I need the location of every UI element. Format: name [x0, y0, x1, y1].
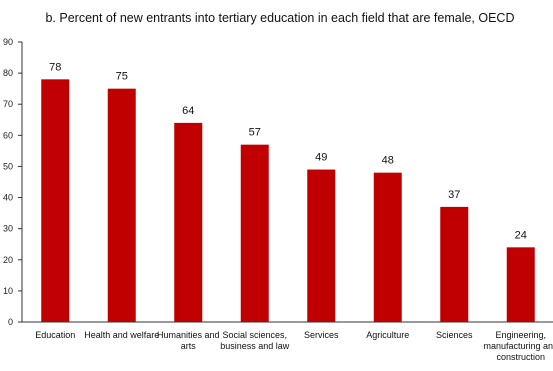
category-label: Sciences — [436, 330, 473, 340]
category-label-line: Social sciences, — [222, 330, 287, 340]
bar — [240, 144, 269, 322]
y-tick-label: 0 — [8, 317, 13, 327]
bar-value-label: 57 — [249, 127, 261, 139]
bar — [41, 79, 70, 322]
bar-value-label: 75 — [116, 71, 128, 83]
category-label: Agriculture — [366, 330, 409, 340]
bar — [373, 172, 402, 322]
category-label: Engineering, manufacturing and constructio… — [483, 330, 553, 362]
category-label: Education — [35, 330, 75, 340]
bar-value-label: 37 — [448, 189, 460, 201]
y-tick-label: 60 — [3, 130, 13, 140]
y-tick-label: 70 — [3, 99, 13, 109]
bars — [41, 79, 535, 323]
y-tick-label: 50 — [3, 161, 13, 171]
y-axis-ticks: 0 10 20 30 40 50 60 70 80 90 — [3, 37, 22, 327]
category-label: Humanities and arts — [157, 330, 220, 351]
bar-value-label: 48 — [382, 155, 394, 167]
category-label-line: Sciences — [436, 330, 473, 340]
category-label-line: Agriculture — [366, 330, 409, 340]
bar — [440, 206, 469, 322]
bar-value-label: 78 — [49, 61, 61, 73]
category-label-line: Services — [304, 330, 339, 340]
category-label: Social sciences, business and law — [220, 330, 290, 351]
y-tick-label: 80 — [3, 68, 13, 78]
category-label-line: Humanities and — [157, 330, 220, 340]
bar — [174, 122, 203, 322]
bar — [307, 169, 336, 322]
bar-value-label: 64 — [182, 105, 194, 117]
y-tick-label: 10 — [3, 286, 13, 296]
y-tick-label: 90 — [3, 37, 13, 47]
category-label-line: Engineering, — [495, 330, 546, 340]
bar-value-label: 49 — [315, 152, 327, 164]
category-label: Health and welfare — [84, 330, 159, 340]
category-label-line: arts — [181, 341, 197, 351]
category-label-line: business and law — [220, 341, 290, 351]
bar — [107, 88, 136, 323]
category-label-line: Education — [35, 330, 75, 340]
chart-title: b. Percent of new entrants into tertiary… — [45, 11, 514, 25]
bar-value-label: 24 — [515, 229, 527, 241]
value-labels: 78 75 64 57 49 48 37 24 — [49, 61, 527, 241]
category-label: Services — [304, 330, 339, 340]
y-tick-label: 20 — [3, 255, 13, 265]
category-label-line: construction — [496, 352, 545, 362]
bar — [506, 247, 535, 322]
y-tick-label: 40 — [3, 193, 13, 203]
category-label-line: Health and welfare — [84, 330, 159, 340]
category-label-line: manufacturing and — [483, 341, 553, 351]
y-tick-label: 30 — [3, 224, 13, 234]
